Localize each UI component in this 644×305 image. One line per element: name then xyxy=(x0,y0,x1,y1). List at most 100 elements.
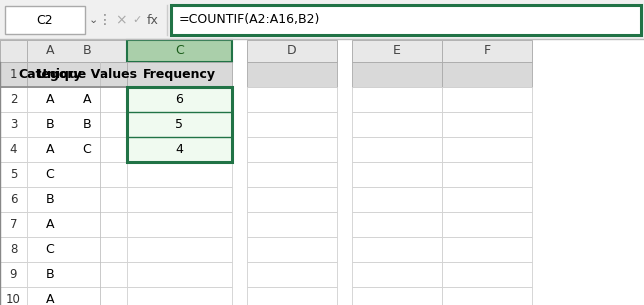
Text: A: A xyxy=(46,218,54,231)
Bar xyxy=(247,162,337,187)
Bar xyxy=(27,87,147,112)
Bar xyxy=(127,112,232,137)
Bar xyxy=(352,187,442,212)
Text: 8: 8 xyxy=(10,243,17,256)
Bar xyxy=(0,237,27,262)
Text: B: B xyxy=(46,193,54,206)
Bar xyxy=(247,40,337,62)
Bar xyxy=(171,5,641,35)
Bar xyxy=(442,187,532,212)
Bar xyxy=(127,262,232,287)
Bar xyxy=(127,137,232,162)
Bar xyxy=(127,287,232,305)
Bar xyxy=(127,40,232,62)
Bar xyxy=(127,212,232,237)
Bar xyxy=(0,212,27,237)
Text: B: B xyxy=(82,118,91,131)
Text: F: F xyxy=(484,45,491,58)
Bar xyxy=(0,137,100,162)
Bar xyxy=(442,162,532,187)
Bar xyxy=(442,87,532,112)
Text: C: C xyxy=(175,45,184,58)
Text: C: C xyxy=(46,243,54,256)
Bar xyxy=(442,287,532,305)
Bar xyxy=(0,187,27,212)
Bar xyxy=(352,137,442,162)
Bar xyxy=(0,287,27,305)
Bar xyxy=(127,187,232,212)
Bar xyxy=(352,262,442,287)
Bar xyxy=(442,212,532,237)
Bar xyxy=(27,62,147,87)
Bar xyxy=(0,0,644,41)
Text: A: A xyxy=(46,293,54,305)
Bar xyxy=(0,40,100,62)
Bar xyxy=(0,237,100,262)
Bar xyxy=(0,137,27,162)
Bar xyxy=(127,237,232,262)
Bar xyxy=(0,40,27,62)
Text: 5: 5 xyxy=(10,168,17,181)
Text: 7: 7 xyxy=(10,218,17,231)
Bar xyxy=(27,137,147,162)
Text: A: A xyxy=(82,93,91,106)
Bar xyxy=(0,212,100,237)
Bar xyxy=(247,62,337,87)
Text: fx: fx xyxy=(147,13,159,27)
Text: 2: 2 xyxy=(10,93,17,106)
Bar xyxy=(27,112,147,137)
Bar xyxy=(352,287,442,305)
Bar xyxy=(442,262,532,287)
Bar xyxy=(27,262,147,287)
Bar xyxy=(5,6,85,34)
Bar xyxy=(27,40,147,62)
Bar xyxy=(0,187,100,212)
Text: 4: 4 xyxy=(176,143,184,156)
Text: A: A xyxy=(46,143,54,156)
Text: B: B xyxy=(46,118,54,131)
Bar xyxy=(0,162,100,187)
Bar xyxy=(442,62,532,87)
Bar xyxy=(27,187,147,212)
Text: Unique Values: Unique Values xyxy=(37,68,137,81)
Text: D: D xyxy=(287,45,297,58)
Bar xyxy=(0,287,100,305)
Text: C: C xyxy=(82,143,91,156)
Text: Frequency: Frequency xyxy=(143,68,216,81)
Bar xyxy=(352,40,442,62)
Text: A: A xyxy=(46,45,54,58)
Text: ×: × xyxy=(115,13,127,27)
Bar xyxy=(247,237,337,262)
Bar xyxy=(27,287,147,305)
Text: 9: 9 xyxy=(10,268,17,281)
Bar xyxy=(0,262,100,287)
Bar xyxy=(127,162,232,187)
Text: 5: 5 xyxy=(176,118,184,131)
Text: 6: 6 xyxy=(10,193,17,206)
Bar xyxy=(442,112,532,137)
Text: 10: 10 xyxy=(6,293,21,305)
Bar xyxy=(442,40,532,62)
Bar xyxy=(247,137,337,162)
Bar xyxy=(0,62,27,87)
Bar xyxy=(0,87,27,112)
Bar xyxy=(0,112,100,137)
Bar xyxy=(0,40,644,305)
Bar xyxy=(0,87,100,112)
Bar xyxy=(352,112,442,137)
Bar xyxy=(247,187,337,212)
Bar xyxy=(352,237,442,262)
Text: ⋮: ⋮ xyxy=(98,13,112,27)
Bar xyxy=(247,212,337,237)
Text: Category: Category xyxy=(18,68,82,81)
Bar xyxy=(442,237,532,262)
Bar xyxy=(0,112,27,137)
Text: =COUNTIF(A2:A16,B2): =COUNTIF(A2:A16,B2) xyxy=(179,13,320,27)
Bar xyxy=(247,112,337,137)
Bar xyxy=(352,62,442,87)
Bar xyxy=(0,62,100,87)
Bar xyxy=(247,87,337,112)
Bar xyxy=(127,87,232,112)
Bar xyxy=(247,287,337,305)
Text: 4: 4 xyxy=(10,143,17,156)
